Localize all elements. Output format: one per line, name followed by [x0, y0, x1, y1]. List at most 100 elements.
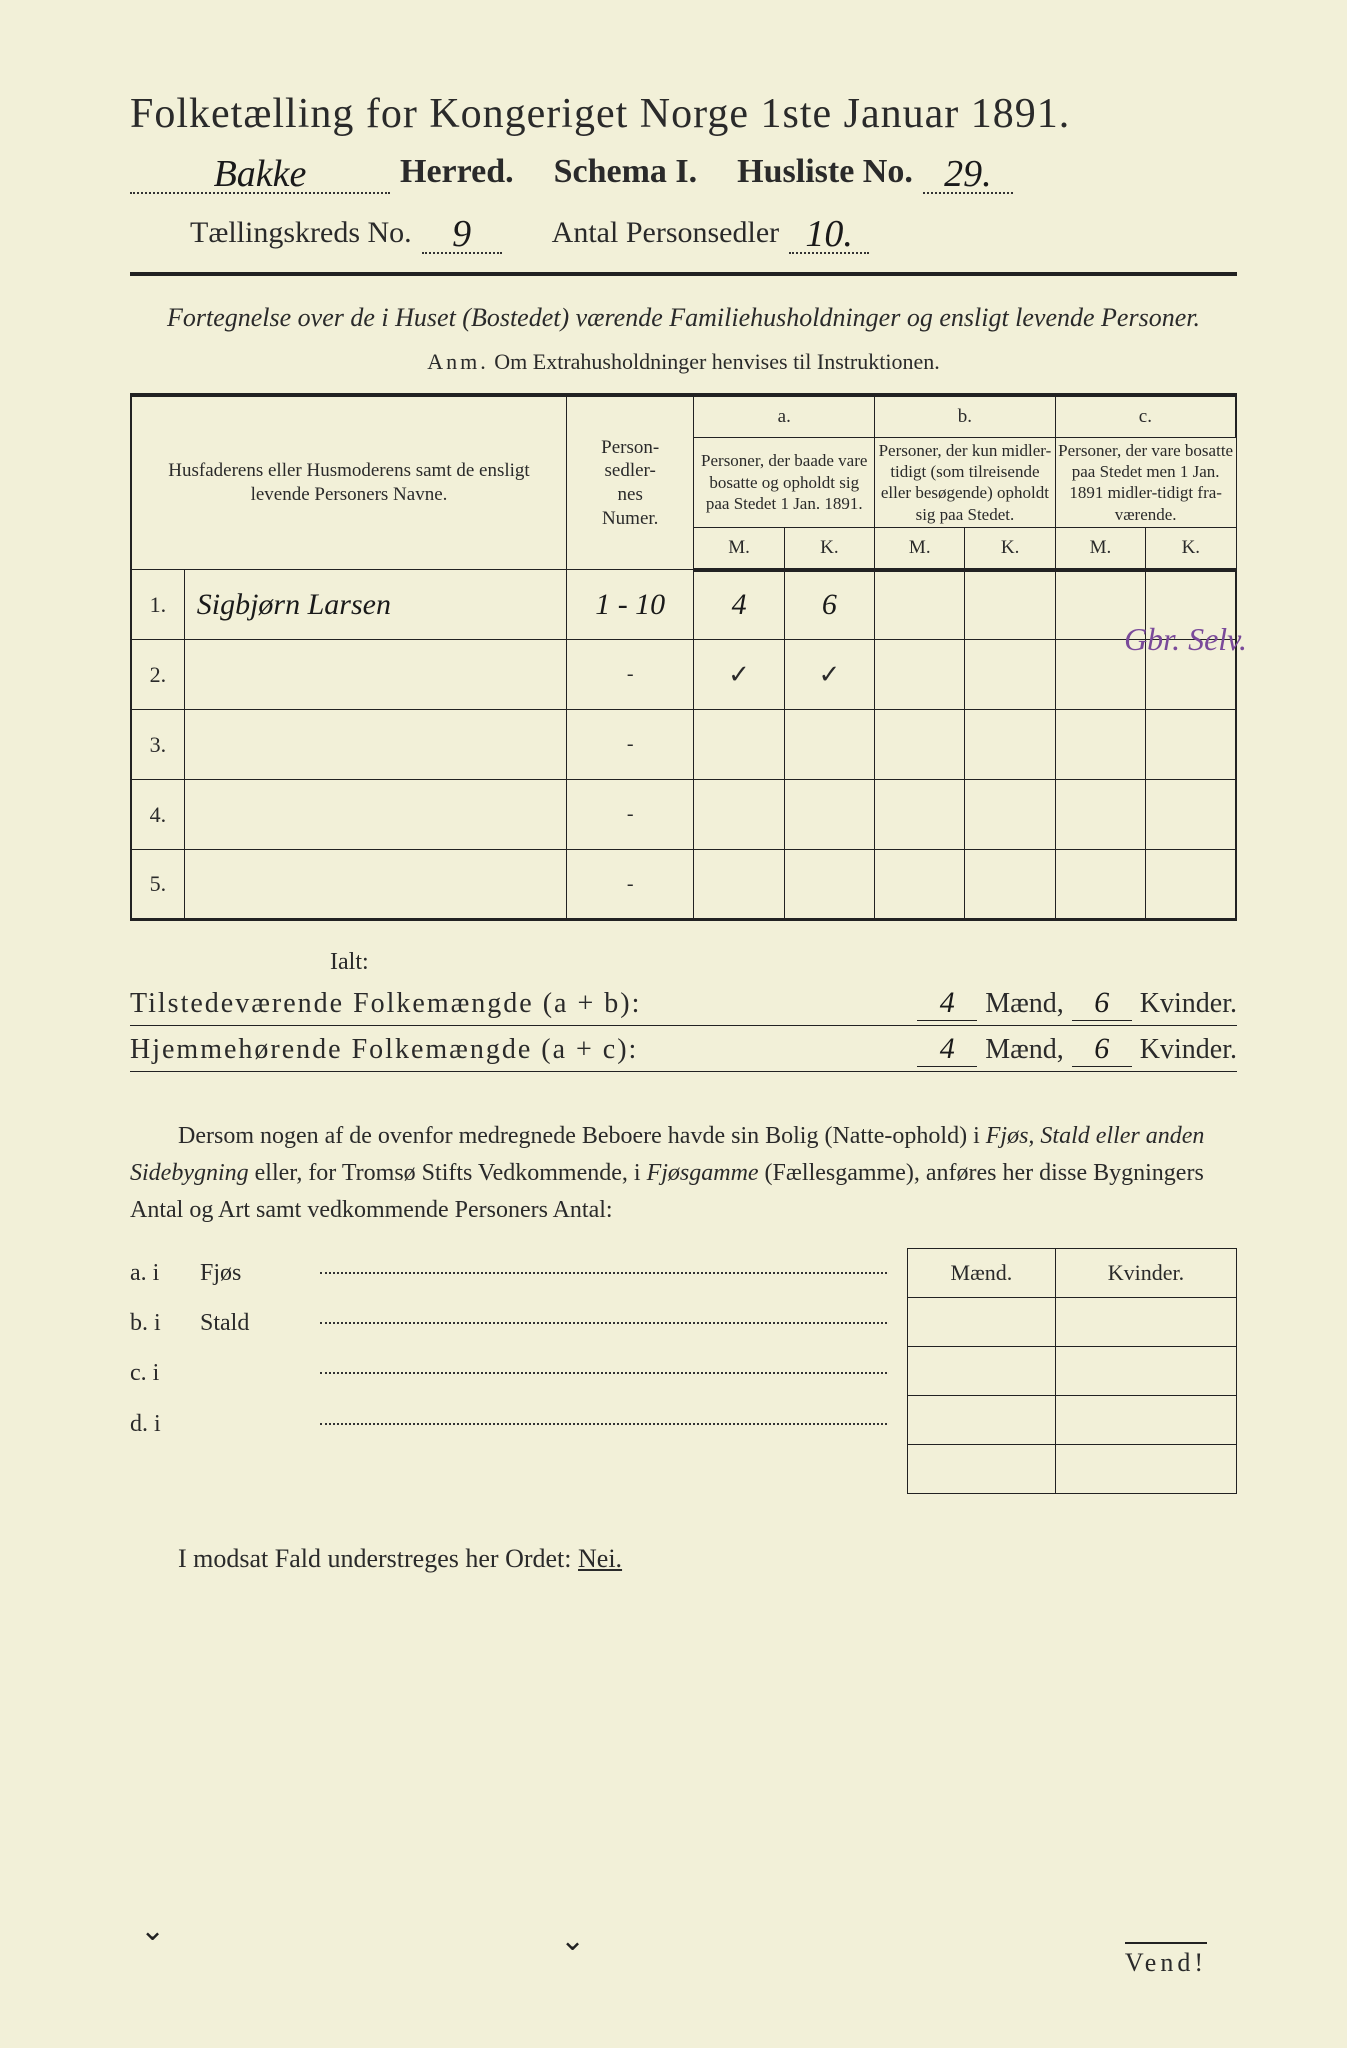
table-cell: [875, 710, 965, 780]
present-label: Tilstedeværende Folkemængde (a + b):: [130, 988, 641, 1020]
scan-mark: ⌄: [140, 1913, 165, 1948]
table-cell: 1 - 10: [566, 570, 693, 640]
col-personsedler: Person- sedler- nes Numer.: [566, 395, 693, 570]
mini-cell: [908, 1395, 1056, 1444]
anm-label: Anm.: [427, 349, 489, 374]
sb-lead: d. i: [130, 1399, 190, 1449]
table-cell: -: [566, 780, 693, 850]
col-b-m: M.: [875, 527, 965, 569]
herred-label: Herred.: [400, 153, 514, 191]
header-line-3: Tællingskreds No. 9 Antal Personsedler 1…: [190, 208, 1237, 254]
dotted-line: [320, 1272, 887, 1274]
mini-cell: [908, 1444, 1056, 1493]
side-building-row: c. i: [130, 1348, 887, 1398]
table-cell: -: [566, 640, 693, 710]
table-cell: [875, 850, 965, 920]
kvinder-label-2: Kvinder.: [1140, 1034, 1237, 1066]
husliste-value: 29.: [944, 153, 992, 195]
kreds-value: 9: [452, 213, 471, 255]
table-cell: [694, 850, 784, 920]
table-cell: [965, 640, 1055, 710]
table-cell: [1055, 780, 1145, 850]
form-title: Folketælling for Kongeriget Norge 1ste J…: [130, 90, 1237, 138]
table-cell: [694, 710, 784, 780]
table-cell: [875, 640, 965, 710]
table-cell: [784, 710, 874, 780]
divider: [130, 272, 1237, 276]
table-cell: -: [566, 850, 693, 920]
sb-lead: a. i: [130, 1248, 190, 1298]
table-cell: ✓: [784, 640, 874, 710]
table-cell: 1.: [131, 570, 184, 640]
margin-annotation: Gbr. Selv.: [1124, 621, 1247, 658]
subheading: Fortegnelse over de i Huset (Bostedet) v…: [160, 300, 1207, 335]
husliste-label: Husliste No.: [737, 153, 913, 191]
mini-cell: [1055, 1444, 1236, 1493]
vend-label: Vend!: [1125, 1942, 1207, 1978]
side-building-row: b. iStald: [130, 1298, 887, 1348]
table-cell: [965, 780, 1055, 850]
col-b-k: K.: [965, 527, 1055, 569]
nei-line: I modsat Fald understreges her Ordet: Ne…: [130, 1544, 1237, 1574]
table-row: 5. -: [131, 850, 1236, 920]
col-c: Personer, der vare bosatte paa Stedet me…: [1055, 437, 1236, 527]
maend-label-2: Mænd,: [985, 1034, 1064, 1066]
mini-head-k: Kvinder.: [1055, 1248, 1236, 1297]
table-cell: Sigbjørn Larsen: [184, 570, 566, 640]
table-cell: [784, 780, 874, 850]
kvinder-label: Kvinder.: [1140, 988, 1237, 1020]
present-m: 4: [917, 986, 977, 1021]
table-cell: ✓: [694, 640, 784, 710]
table-cell: [184, 640, 566, 710]
table-cell: 5.: [131, 850, 184, 920]
present-row: Tilstedeværende Folkemængde (a + b): 4 M…: [130, 986, 1237, 1026]
table-cell: [184, 710, 566, 780]
census-form-page: Folketælling for Kongeriget Norge 1ste J…: [0, 0, 1347, 2048]
table-cell: [694, 780, 784, 850]
table-cell: [1146, 710, 1236, 780]
mini-cell: [908, 1297, 1056, 1346]
side-building-row: a. iFjøs: [130, 1248, 887, 1298]
anm-text: Om Extrahusholdninger henvises til Instr…: [494, 349, 939, 374]
col-name: Husfaderens eller Husmoderens samt de en…: [131, 395, 566, 570]
table-cell: [875, 570, 965, 640]
dotted-line: [320, 1423, 887, 1425]
mini-head-m: Mænd.: [908, 1248, 1056, 1297]
mk-mini-table: Mænd. Kvinder.: [907, 1248, 1237, 1494]
table-cell: [1146, 780, 1236, 850]
col-c-k: K.: [1146, 527, 1236, 569]
table-cell: [1055, 850, 1145, 920]
sb-lead: b. i: [130, 1298, 190, 1348]
present-k: 6: [1072, 986, 1132, 1021]
sb-word: Stald: [200, 1298, 310, 1348]
antal-value: 10.: [805, 213, 853, 255]
table-row: 3. -: [131, 710, 1236, 780]
col-a-top: a.: [694, 395, 875, 437]
maend-label: Mænd,: [985, 988, 1064, 1020]
col-a-m: M.: [694, 527, 784, 569]
nei-word: Nei.: [578, 1544, 622, 1573]
table-cell: [875, 780, 965, 850]
side-building-row: d. i: [130, 1399, 887, 1449]
mini-cell: [1055, 1346, 1236, 1395]
side-building-rows: a. iFjøsb. iStaldc. id. i: [130, 1248, 887, 1450]
table-cell: -: [566, 710, 693, 780]
mini-cell: [908, 1346, 1056, 1395]
scan-mark: ⌄: [560, 1923, 585, 1958]
header-line-2: Bakke Herred. Schema I. Husliste No. 29.: [130, 148, 1237, 194]
table-cell: 3.: [131, 710, 184, 780]
schema-label: Schema I.: [554, 153, 698, 191]
table-cell: [784, 850, 874, 920]
table-cell: [965, 710, 1055, 780]
side-building-table: a. iFjøsb. iStaldc. id. i Mænd. Kvinder.: [130, 1248, 1237, 1494]
table-row: 2.-✓✓: [131, 640, 1236, 710]
table-cell: [965, 850, 1055, 920]
totals-block: Ialt: Tilstedeværende Folkemængde (a + b…: [130, 949, 1237, 1072]
col-c-top: c.: [1055, 395, 1236, 437]
table-cell: [1055, 710, 1145, 780]
home-row: Hjemmehørende Folkemængde (a + c): 4 Mæn…: [130, 1032, 1237, 1072]
mini-cell: [1055, 1395, 1236, 1444]
sb-word: Fjøs: [200, 1248, 310, 1298]
anm-line: Anm. Om Extrahusholdninger henvises til …: [130, 349, 1237, 375]
col-a-k: K.: [784, 527, 874, 569]
